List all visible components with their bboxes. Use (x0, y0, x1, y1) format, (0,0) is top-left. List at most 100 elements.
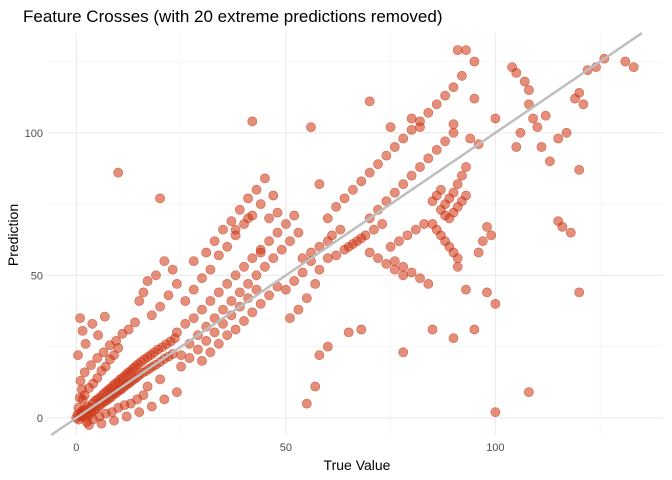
data-point (151, 270, 161, 281)
data-point (381, 150, 392, 161)
data-point (74, 392, 85, 403)
data-point (285, 313, 295, 323)
data-point (218, 304, 228, 315)
data-point (419, 219, 429, 229)
data-point (322, 253, 333, 264)
data-point (205, 347, 216, 358)
data-point (532, 122, 543, 132)
data-point (130, 317, 140, 328)
data-point (398, 270, 409, 281)
y-tick-label: 0 (37, 413, 43, 425)
data-point (327, 230, 337, 241)
grid-minor (47, 33, 663, 435)
data-point (134, 296, 145, 306)
data-point (230, 270, 241, 281)
data-point (226, 216, 237, 227)
data-point (259, 261, 270, 272)
data-point (406, 170, 417, 181)
data-point (255, 247, 266, 258)
data-point (385, 241, 396, 252)
data-point (98, 347, 109, 358)
data-point (473, 247, 484, 258)
data-point (389, 264, 400, 275)
data-point (293, 304, 304, 315)
data-point (410, 224, 421, 235)
data-point (251, 184, 262, 195)
y-ticks: 0 50 100 (25, 128, 43, 425)
data-point (230, 324, 241, 335)
data-point (368, 224, 379, 235)
data-point (461, 162, 471, 172)
data-point (339, 193, 350, 204)
data-point (205, 264, 216, 275)
data-point (138, 287, 149, 298)
data-point (456, 70, 467, 81)
data-point (289, 210, 300, 221)
data-point (80, 338, 91, 349)
data-point (121, 411, 132, 422)
data-point (96, 418, 107, 429)
data-point (251, 270, 262, 281)
data-point (482, 221, 492, 232)
data-point (406, 113, 417, 124)
data-point (73, 402, 84, 413)
data-point (540, 110, 551, 121)
data-point (79, 367, 90, 378)
data-point (146, 401, 157, 412)
data-point (159, 256, 170, 266)
data-point (431, 99, 442, 110)
data-point (448, 82, 459, 93)
data-point (314, 179, 325, 189)
data-point (440, 90, 450, 101)
data-point (381, 258, 392, 269)
data-point (87, 318, 98, 329)
data-point (536, 142, 547, 152)
data-point (255, 199, 266, 209)
data-point (435, 184, 446, 195)
data-point (452, 45, 463, 55)
data-point (171, 387, 182, 398)
data-point (77, 325, 88, 336)
data-point (448, 127, 459, 138)
data-point (180, 296, 191, 306)
data-point (364, 167, 375, 178)
data-point (201, 247, 212, 258)
data-point (415, 273, 425, 284)
data-point (339, 244, 350, 255)
data-point (234, 287, 245, 298)
data-point (226, 296, 237, 306)
data-point (142, 276, 153, 286)
data-point (205, 296, 216, 306)
data-point (356, 176, 367, 187)
data-point (578, 99, 589, 110)
data-point (356, 324, 367, 335)
data-point (171, 327, 182, 338)
data-point (553, 133, 564, 144)
data-point (452, 253, 463, 264)
data-point (197, 355, 207, 366)
data-point (347, 239, 358, 249)
data-point (557, 221, 568, 232)
data-point (301, 293, 312, 303)
data-point (377, 219, 388, 229)
data-point (243, 278, 253, 289)
data-point (314, 350, 325, 361)
data-point (402, 230, 413, 241)
data-point (111, 335, 121, 346)
data-point (448, 333, 459, 343)
data-point (314, 264, 325, 275)
data-point (239, 316, 249, 326)
data-point (415, 122, 425, 132)
data-point (364, 96, 375, 107)
data-point (331, 201, 341, 212)
data-point (268, 190, 279, 201)
data-point (511, 68, 522, 78)
data-point (398, 133, 409, 144)
data-point (272, 207, 283, 218)
data-point (364, 247, 375, 258)
data-point (356, 233, 367, 244)
data-point (519, 76, 530, 87)
data-point (239, 261, 249, 272)
data-point (385, 122, 396, 132)
data-point (209, 327, 220, 338)
